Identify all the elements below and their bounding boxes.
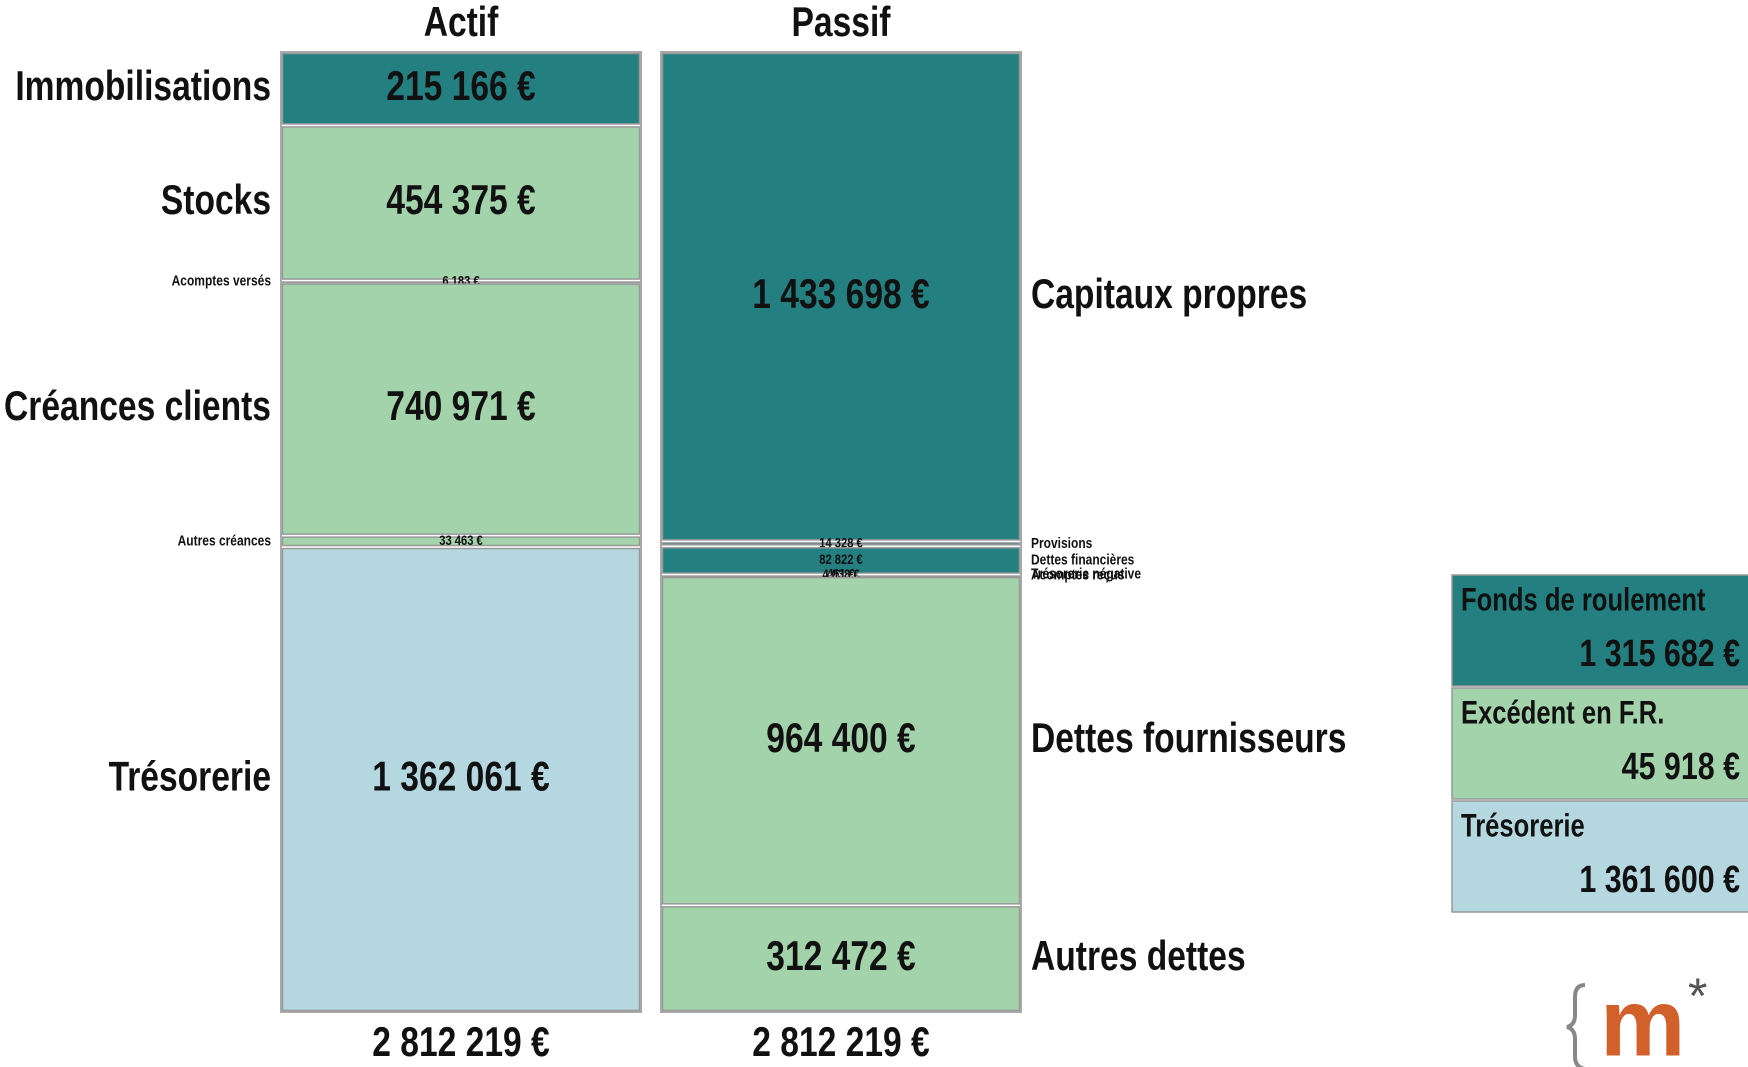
- segment-value: 964 400 €: [766, 715, 915, 761]
- segment-name: Autres créances: [178, 532, 271, 549]
- segment-name: Acomptes reçus: [1031, 566, 1124, 583]
- segment: [281, 52, 641, 125]
- column-total: 2 812 219 €: [752, 1020, 929, 1066]
- summary-value: 45 918 €: [1622, 746, 1740, 788]
- segment-name: Immobilisations: [15, 63, 271, 109]
- segment-name: Dettes fournisseurs: [1031, 715, 1346, 761]
- logo-letter: m: [1600, 969, 1685, 1067]
- segment: [281, 281, 641, 284]
- segment: [281, 536, 641, 547]
- segment-value: 14 328 €: [819, 535, 863, 550]
- column-total: 2 812 219 €: [372, 1020, 549, 1066]
- segment-name: Trésorerie négative: [1031, 565, 1141, 582]
- column-frame: [280, 51, 642, 1013]
- segment: [281, 283, 641, 535]
- summary-name: Fonds de roulement: [1461, 583, 1706, 618]
- segment: [661, 542, 1021, 546]
- segment-name: Trésorerie: [109, 754, 271, 800]
- segment-name: Autres dettes: [1031, 933, 1246, 979]
- summary-cell: [1451, 574, 1748, 687]
- segment-value: 215 166 €: [386, 63, 535, 109]
- segment-value: 1 433 698 €: [752, 271, 929, 317]
- segment-name: Dettes financières: [1031, 551, 1134, 568]
- segment-value: 82 822 €: [819, 552, 863, 567]
- column-header: Passif: [792, 0, 891, 46]
- logo-mark: *: [1688, 968, 1707, 1024]
- segment: [661, 52, 1021, 541]
- segment-name: Provisions: [1031, 535, 1092, 552]
- segment-name: Acomptes versés: [172, 272, 271, 289]
- segment-value: 312 472 €: [766, 933, 915, 979]
- segment: [281, 126, 641, 280]
- segment: [661, 576, 1021, 905]
- segment: [661, 906, 1021, 1012]
- segment-name: Stocks: [161, 178, 271, 224]
- summary-value: 1 361 600 €: [1579, 859, 1740, 901]
- summary-name: Trésorerie: [1461, 809, 1585, 844]
- segment: [661, 547, 1021, 574]
- segment-value: 454 375 €: [386, 178, 535, 224]
- summary-name: Excédent en F.R.: [1461, 696, 1664, 731]
- segment: [661, 575, 1021, 578]
- segment-value: 1 362 061 €: [372, 754, 549, 800]
- segment-value: 33 463 €: [439, 533, 483, 548]
- segment-name: Créances clients: [4, 384, 271, 430]
- segment-name: Capitaux propres: [1031, 271, 1307, 317]
- summary-cell: [1451, 800, 1748, 913]
- column-header: Actif: [424, 0, 499, 46]
- summary-value: 1 315 682 €: [1579, 633, 1740, 675]
- summary-cell: [1451, 687, 1748, 800]
- column-frame: [660, 51, 1022, 1013]
- segment: [281, 547, 641, 1012]
- logo-brace: [1566, 983, 1586, 1067]
- segment-value: 740 971 €: [386, 384, 535, 430]
